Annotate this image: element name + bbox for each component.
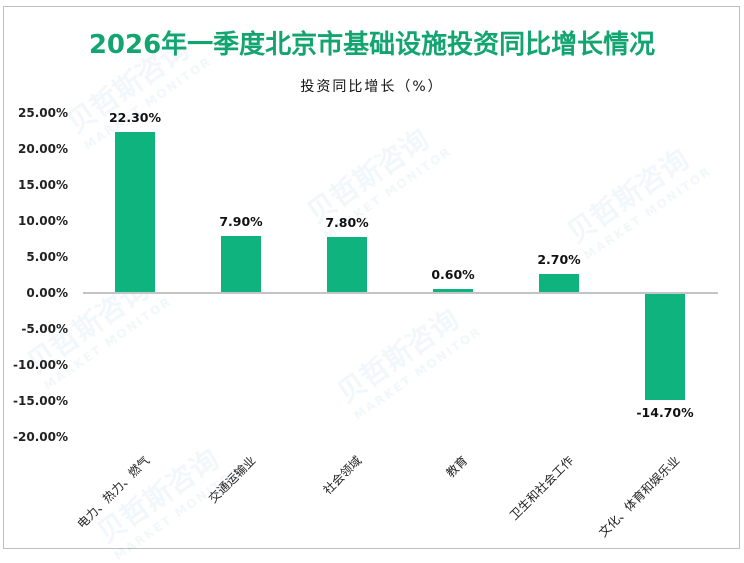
y-tick-label: 20.00% [18, 142, 68, 156]
x-axis-line [83, 292, 718, 294]
bar [115, 132, 155, 293]
y-tick-label: -15.00% [13, 394, 68, 408]
y-tick-label: 0.00% [26, 286, 68, 300]
data-label: 22.30% [108, 110, 162, 126]
y-tick-label: -5.00% [21, 322, 68, 336]
data-label: 2.70% [537, 251, 581, 267]
chart-subtitle: 投资同比增长（%） [300, 79, 444, 95]
data-label: -14.70% [636, 404, 694, 420]
y-tick-label: -20.00% [13, 430, 68, 444]
y-tick-label: -10.00% [13, 358, 68, 372]
data-label: 7.90% [219, 214, 263, 230]
y-tick-label: 25.00% [18, 106, 68, 120]
bar [539, 273, 579, 293]
data-label: 7.80% [325, 214, 369, 230]
bar [221, 236, 261, 293]
bar [327, 236, 367, 293]
y-tick-label: 10.00% [18, 214, 68, 228]
data-label: 0.60% [431, 266, 475, 282]
y-tick-label: 15.00% [18, 178, 68, 192]
y-tick-label: 5.00% [26, 250, 68, 264]
bar [433, 288, 473, 293]
bar [645, 294, 685, 400]
chart-title: 2026年一季度北京市基础设施投资同比增长情况 [88, 30, 656, 60]
